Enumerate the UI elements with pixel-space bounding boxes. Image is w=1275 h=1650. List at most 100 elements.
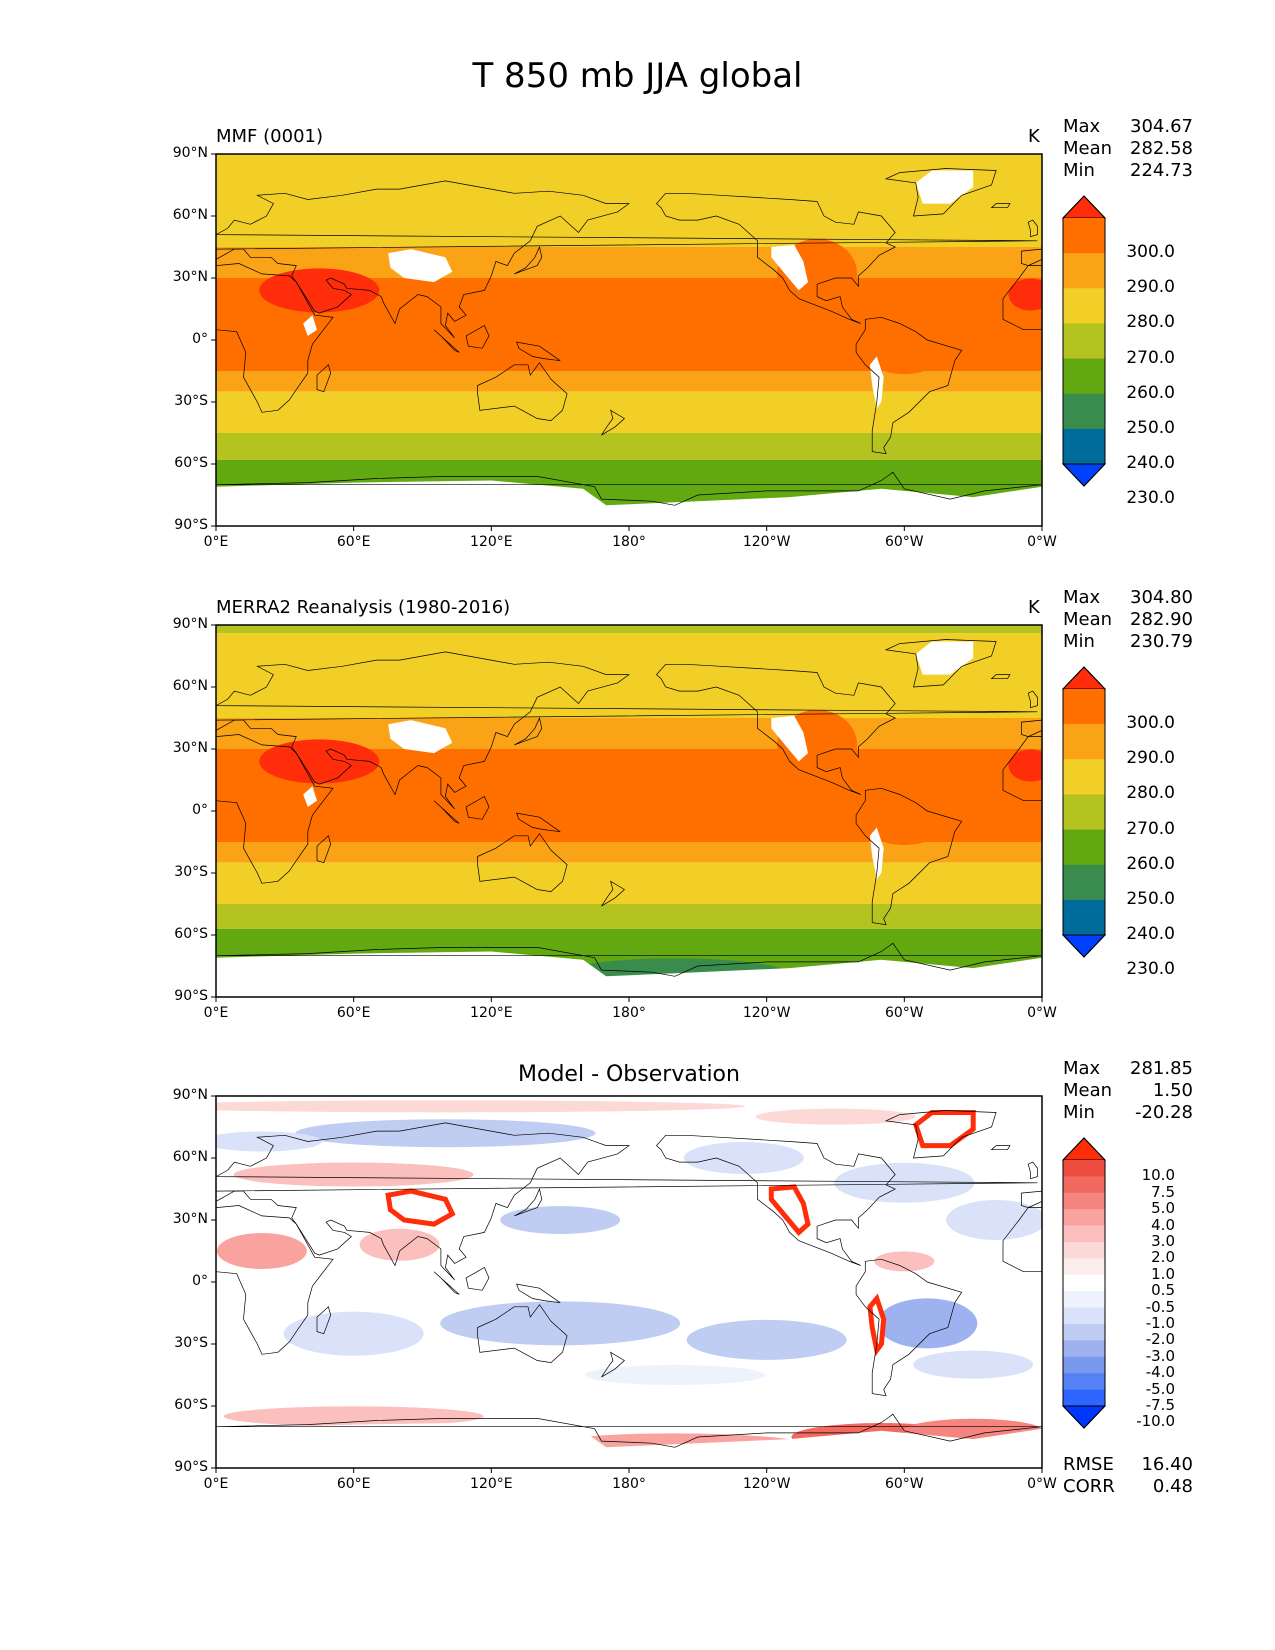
panel-label: Model - Observation [518,1062,740,1087]
lat-tick-label: 0° [192,802,208,818]
panel-label: MMF (0001) [216,126,323,147]
lon-tick-label: 60°W [884,1005,924,1021]
coastline-britain [1027,219,1038,238]
metric-row: CORR 0.48 [1063,1476,1193,1498]
stat-name: Max [1063,1058,1101,1079]
coastline-australia [477,1304,568,1363]
coastline-africa [216,263,334,413]
colorbar-swatch [1063,288,1105,324]
colorbar-label: 10.0 [1141,1166,1175,1185]
stat-name: Max [1063,587,1101,608]
coastline-britain [1027,690,1038,709]
stats-box: Max 281.85 Mean 1.50 Min -20.28 [1063,1058,1193,1124]
coastline-nz [601,880,625,907]
colorbar-label: 2.0 [1151,1248,1175,1267]
units-label: K [1028,126,1040,147]
metric-row: RMSE 16.40 [1063,1454,1193,1476]
metric-value: 0.48 [1152,1476,1193,1497]
colorbar-swatch [1063,358,1105,395]
colorbar-label: 5.0 [1151,1199,1175,1218]
stat-value: 282.58 [1130,138,1193,159]
metric-value: 16.40 [1141,1454,1193,1475]
lat-tick-label: 60°S [174,455,208,471]
coastline-greenland [884,639,997,688]
coastline-borneo [465,1267,490,1291]
colorbar-swatch [1063,1373,1105,1391]
lon-tick-label: 120°W [742,1005,791,1021]
panel-label: MERRA2 Reanalysis (1980-2016) [216,597,511,618]
coastline-borneo [465,796,490,820]
colorbar-swatch [1063,1225,1105,1243]
colorbar-label: 280.0 [1126,312,1175,333]
colorbar-swatch [1063,1340,1105,1358]
colorbar-swatch [1063,689,1105,725]
stat-row: Mean 1.50 [1063,1080,1193,1102]
coastline-japan [514,716,543,746]
lon-tick-label: 0°E [203,1476,229,1492]
coastline-madagascar [316,364,332,393]
lon-tick-label: 60°W [884,534,924,550]
lon-tick-label: 60°E [336,1476,371,1492]
coastline-iceland [990,674,1011,680]
coastline-borneo [465,325,490,349]
lat-tick-label: 30°S [174,393,208,409]
coastline-northAmerica [656,192,897,324]
coastline-africa [216,1205,334,1355]
stats-box: Max 304.80 Mean 282.90 Min 230.79 [1063,587,1193,653]
lat-tick-label: 60°N [172,1149,208,1165]
colorbar-label: -7.5 [1145,1396,1175,1414]
colorbar-swatch [1063,1274,1105,1292]
colorbar-label: 260.0 [1126,853,1175,874]
coastline-greenland [884,1110,997,1159]
colorbar-label: 280.0 [1126,783,1175,804]
lat-tick-label: 90°N [172,145,208,161]
stat-value: 281.85 [1130,1058,1193,1079]
coastline-sumatra [433,800,460,824]
lat-tick-label: 0° [192,1273,208,1289]
stat-row: Min 224.73 [1063,160,1193,182]
coastline-northAmerica [656,1134,897,1266]
coastline-sumatra [433,329,460,353]
colorbar [1061,666,1107,958]
coastline-antarctica [216,1413,1042,1448]
lat-tick-label: 60°N [172,678,208,694]
coastline-northAmerica [656,663,897,795]
coastline-australia [477,833,568,892]
coastline-britain [1027,1161,1038,1180]
colorbar-label: 7.5 [1151,1182,1175,1201]
coastline-greenland [884,168,997,217]
lon-tick-label: 0°E [203,1005,229,1021]
colorbar-swatch [1063,1209,1105,1227]
coastline-eurasia [216,1122,1038,1281]
colorbar-swatch [1063,1307,1105,1325]
lon-tick-label: 120°W [742,1476,791,1492]
colorbar-label: -1.0 [1145,1314,1175,1332]
colorbar-label: 290.0 [1126,748,1175,769]
lon-tick-label: 60°E [336,1005,371,1021]
stat-name: Mean [1063,609,1113,630]
coastline-newguinea [516,1283,561,1304]
coastline-madagascar [316,1306,332,1335]
colorbar-label: 290.0 [1126,277,1175,298]
colorbar-label: -5.0 [1145,1379,1175,1398]
colorbar-label: 240.0 [1126,924,1175,944]
stat-name: Min [1063,160,1095,181]
colorbar-swatch [1063,1324,1105,1341]
stat-value: 282.90 [1130,609,1193,630]
coastline-japan [514,1187,543,1217]
lon-tick-label: 0°E [203,534,229,550]
lon-tick-label: 120°E [470,1005,513,1021]
colorbar [1061,195,1107,487]
panel-observation: 90°N 60°N 30°N 0° 30°S 60°S 90°S 0°E 60°E 120°E 18… [0,0,1275,1021]
lon-tick-label: 120°E [470,1476,513,1492]
coastline-westAfrica [1002,1207,1042,1273]
colorbar-swatch [1063,1356,1105,1374]
lat-tick-label: 0° [192,331,208,347]
coastline-nz [601,409,625,436]
lat-tick-label: 90°S [174,1459,208,1475]
stat-name: Min [1063,1102,1095,1123]
panel-model: 90°N 60°N 30°N 0° 30°S 60°S 90°S 0°E 60°E 120°E 18… [0,0,1275,550]
colorbar-swatch [1063,1192,1105,1210]
coastline-antarctica [216,471,1042,506]
stat-row: Mean 282.58 [1063,138,1193,160]
